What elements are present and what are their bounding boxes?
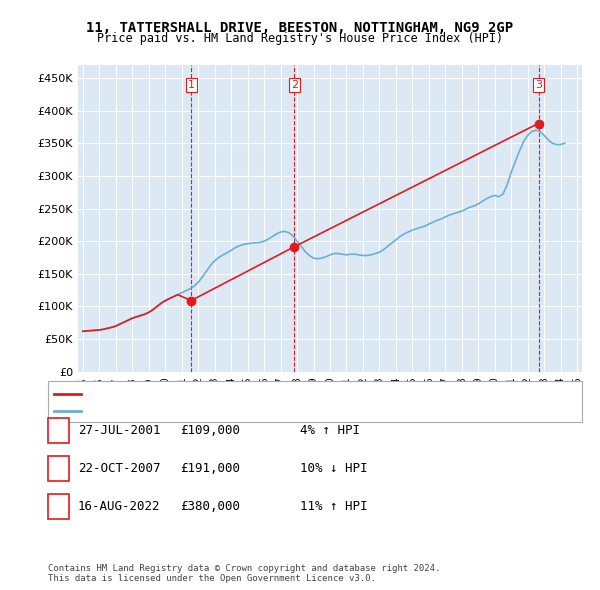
Text: HPI: Average price, detached house, Broxtowe: HPI: Average price, detached house, Brox… [87, 407, 362, 416]
Text: 11, TATTERSHALL DRIVE, BEESTON, NOTTINGHAM, NG9 2GP (detached house): 11, TATTERSHALL DRIVE, BEESTON, NOTTINGH… [87, 389, 512, 398]
Text: 22-OCT-2007: 22-OCT-2007 [78, 462, 161, 475]
Text: 11% ↑ HPI: 11% ↑ HPI [300, 500, 367, 513]
Text: £191,000: £191,000 [180, 462, 240, 475]
Text: 1: 1 [55, 424, 62, 437]
Text: 10% ↓ HPI: 10% ↓ HPI [300, 462, 367, 475]
Text: £109,000: £109,000 [180, 424, 240, 437]
Text: 2: 2 [291, 80, 298, 90]
Text: Price paid vs. HM Land Registry's House Price Index (HPI): Price paid vs. HM Land Registry's House … [97, 32, 503, 45]
Text: £380,000: £380,000 [180, 500, 240, 513]
Text: 2: 2 [55, 462, 62, 475]
Text: 3: 3 [55, 500, 62, 513]
Text: 3: 3 [535, 80, 542, 90]
Text: 11, TATTERSHALL DRIVE, BEESTON, NOTTINGHAM, NG9 2GP: 11, TATTERSHALL DRIVE, BEESTON, NOTTINGH… [86, 21, 514, 35]
Text: 4% ↑ HPI: 4% ↑ HPI [300, 424, 360, 437]
Text: 1: 1 [188, 80, 195, 90]
Text: 27-JUL-2001: 27-JUL-2001 [78, 424, 161, 437]
Text: Contains HM Land Registry data © Crown copyright and database right 2024.
This d: Contains HM Land Registry data © Crown c… [48, 563, 440, 583]
Text: 16-AUG-2022: 16-AUG-2022 [78, 500, 161, 513]
